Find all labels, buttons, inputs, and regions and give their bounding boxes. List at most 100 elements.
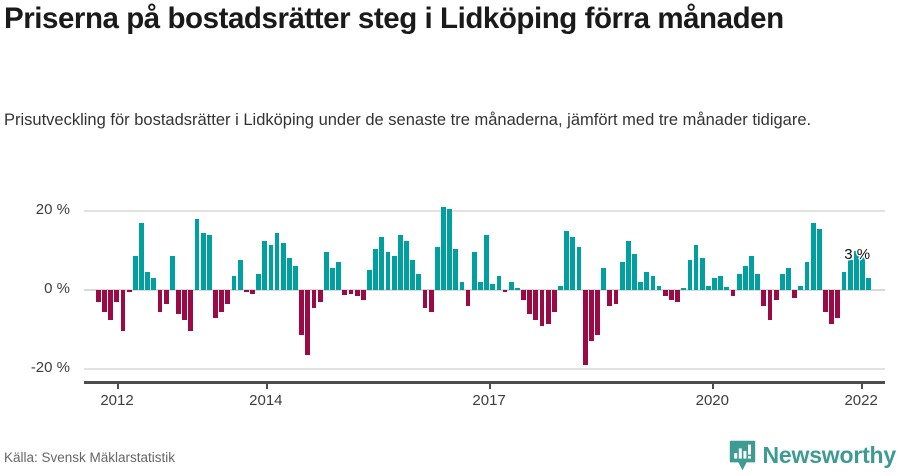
bar [391,256,397,290]
bar [736,274,742,290]
bar [231,276,237,290]
x-axis-label: 2022 [844,392,878,409]
bar [139,222,144,290]
bar [206,234,212,290]
bar [742,266,748,290]
bar [749,256,754,290]
bar [619,262,625,290]
last-value-annotation: 3 % [844,246,871,264]
gridline [84,210,885,212]
bar [829,290,835,324]
bar [798,286,804,290]
bar [114,290,120,302]
x-axis-label: 2012 [100,392,134,409]
zero-line [84,289,885,291]
bar [354,290,360,296]
chart-subtitle: Prisutveckling för bostadsrätter i Lidkö… [4,111,812,129]
bar [410,260,416,290]
bar [786,268,791,290]
bar [237,260,243,290]
bar [582,290,588,366]
bar [484,234,489,290]
bar [755,274,761,290]
source-note: Källa: Svensk Mäklarstatistik [4,450,176,465]
bar [601,268,607,290]
bar [767,290,773,320]
bar [397,234,403,290]
bar [779,274,785,290]
bar [551,290,557,312]
bar-chart-pin-icon [729,440,756,471]
bar [576,246,582,290]
bar [841,272,847,290]
bar [219,290,225,312]
bar [853,250,859,290]
bar [810,222,816,290]
x-axis-label: 2020 [695,392,729,409]
bar [287,258,292,290]
bar [176,290,181,314]
bar [656,286,662,290]
bar [465,290,471,306]
bar [638,282,643,290]
bar [847,260,853,290]
x-axis-tick [861,383,864,389]
bar [317,290,323,302]
bar [323,252,329,290]
bar [385,252,391,290]
bar [632,254,637,290]
bar [367,270,372,290]
x-axis-label: 2017 [472,392,506,409]
bar [866,278,871,290]
bar [693,244,699,290]
bar [773,290,779,300]
page-title: Priserna på bostadsrätter steg i Lidköpi… [4,2,784,35]
bar [490,284,496,290]
bar [305,290,311,356]
x-axis-tick [712,383,715,389]
bar [502,290,508,292]
bar [416,274,422,290]
y-axis-label: -20 % [30,359,70,376]
bar [521,290,526,300]
bar [804,262,810,290]
bar [860,256,865,290]
bar [644,272,650,290]
bar [675,290,680,302]
bar [650,276,656,290]
bar [447,209,452,290]
x-axis-label: 2014 [249,392,283,409]
bar [705,286,711,290]
x-axis-tick [489,383,492,389]
y-axis-label: 0 % [44,280,70,297]
bar [441,207,446,290]
bar [687,260,693,290]
bar [730,290,736,296]
bar [699,258,705,290]
bar [422,290,428,308]
bar [348,290,354,294]
bar [342,290,348,295]
bar [132,256,138,290]
bar [761,290,767,306]
bar [453,248,459,290]
bar [299,290,305,336]
gridline [84,368,885,370]
bar [311,290,317,308]
bar [527,290,533,314]
bar [262,240,268,290]
bar [434,246,440,290]
bar [662,290,668,296]
bar [478,282,483,290]
bar [558,286,563,290]
bar [151,278,157,290]
bar [250,290,255,294]
bar [724,286,730,290]
bar [459,282,465,290]
logo-text: Newsworthy [762,442,897,468]
bar [225,290,231,304]
bar [508,282,514,290]
bar [607,290,613,306]
